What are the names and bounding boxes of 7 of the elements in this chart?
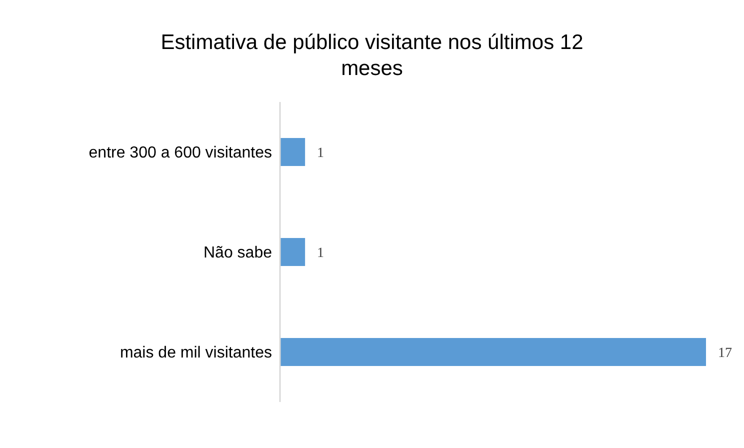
- data-label: 1: [317, 146, 324, 161]
- data-label: 17: [718, 346, 732, 361]
- y-tick-label: Não sabe: [204, 244, 272, 262]
- chart-title: Estimativa de público visitante nos últimos 12 meses: [160, 30, 584, 82]
- y-tick-label: entre 300 a 600 visitantes: [88, 144, 272, 162]
- y-tick-label: mais de mil visitantes: [120, 344, 272, 362]
- data-label: 1: [317, 246, 324, 261]
